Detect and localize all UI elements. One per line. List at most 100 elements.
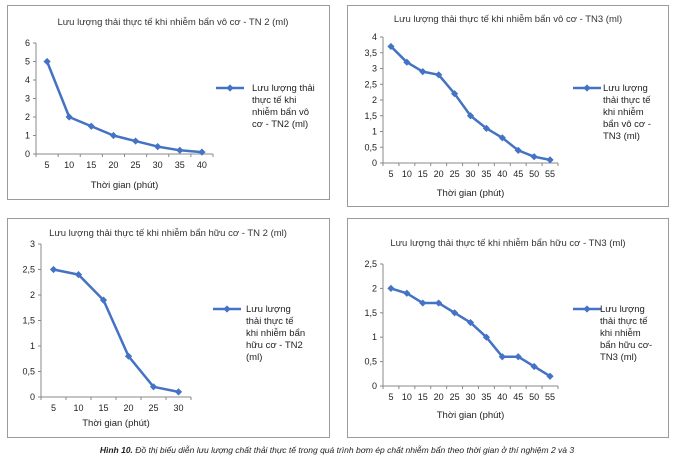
chart-title: Lưu lượng thải thực tế khi nhiễm bẩn vô … [58, 17, 289, 28]
x-tick-label: 40 [197, 160, 207, 170]
data-point [124, 352, 133, 360]
y-tick-label: 1 [30, 341, 35, 351]
chart-panel-inorganic-tn2: Lưu lượng thải thực tế khi nhiễm bẩn vô … [7, 5, 330, 200]
x-tick-label: 15 [98, 403, 108, 413]
x-tick-label: 40 [497, 169, 507, 179]
y-tick-label: 2 [25, 112, 30, 122]
x-tick-label: 15 [86, 160, 96, 170]
caption-label: Hình 10. [99, 445, 133, 455]
x-tick-label: 35 [481, 392, 491, 402]
data-point [65, 113, 73, 121]
x-tick-label: 30 [465, 169, 475, 179]
x-tick-label: 55 [545, 392, 555, 402]
data-point [546, 156, 554, 164]
legend-label: Lưu lượng thải thực tế khi nhiễm bẩn vô cơ … [603, 83, 651, 142]
chart-panel-organic-tn2: Lưu lượng thải thực tế khi nhiễm bẩn hữu… [7, 218, 330, 438]
chart-inorganic-tn3: Lưu lượng thải thực tế khi nhiễm bẩn vô … [364, 14, 651, 199]
x-tick-label: 25 [450, 392, 460, 402]
legend-marker [223, 305, 231, 313]
legend-label: Lưu lượng thải thực tế khi nhiễm bẩn hữu cơ… [246, 304, 305, 363]
data-point [109, 131, 118, 140]
x-tick-label: 25 [148, 403, 158, 413]
x-tick-label: 10 [73, 403, 83, 413]
y-tick-label: 1,5 [22, 316, 35, 326]
x-tick-label: 5 [388, 169, 393, 179]
y-tick-label: 2,5 [364, 259, 377, 269]
x-tick-label: 40 [497, 392, 507, 402]
data-point [498, 134, 506, 142]
legend-marker [583, 84, 591, 92]
x-tick-label: 5 [388, 392, 393, 402]
data-point [43, 57, 51, 66]
y-tick-label: 2,5 [364, 79, 377, 89]
chart-title: Lưu lượng thải thực tế khi nhiễm bẩn hữu… [49, 228, 287, 239]
y-tick-label: 2 [372, 95, 377, 105]
x-tick-label: 25 [131, 160, 141, 170]
series-line [390, 287, 551, 378]
legend-label: Lưu lượng thải thực tế khi nhiễm bẩn vô cơ … [252, 83, 315, 130]
x-tick-label: 20 [434, 392, 444, 402]
x-tick-label: 35 [175, 160, 185, 170]
y-tick-label: 0 [372, 158, 377, 168]
series-line [45, 61, 203, 154]
y-tick-label: 4 [372, 32, 377, 42]
y-tick-label: 0,5 [364, 357, 377, 367]
y-tick-label: 3 [30, 239, 35, 249]
chart-inorganic-tn2: Lưu lượng thải thực tế khi nhiễm bẩn vô … [25, 17, 315, 191]
x-tick-label: 5 [45, 160, 50, 170]
y-tick-label: 0 [372, 381, 377, 391]
chart-organic-tn3: Lưu lượng thải thực tế khi nhiễm bẩn hữu… [364, 238, 652, 421]
x-tick-label: 55 [545, 169, 555, 179]
x-tick-label: 10 [64, 160, 74, 170]
chart-panel-organic-tn3: Lưu lượng thải thực tế khi nhiễm bẩn hữu… [347, 218, 669, 438]
x-axis-label: Thời gian (phút) [82, 418, 149, 429]
y-tick-label: 1 [25, 131, 30, 141]
data-point [154, 143, 162, 151]
x-tick-label: 20 [434, 169, 444, 179]
x-tick-label: 10 [402, 169, 412, 179]
x-tick-label: 20 [123, 403, 133, 413]
caption-text: Đồ thị biểu diễn lưu lượng chất thải thự… [132, 445, 575, 455]
x-tick-label: 30 [173, 403, 183, 413]
chart-title: Lưu lượng thải thực tế khi nhiễm bẩn hữu… [390, 238, 625, 249]
y-tick-label: 4 [25, 75, 30, 85]
x-tick-label: 45 [513, 392, 523, 402]
x-axis-label: Thời gian (phút) [437, 410, 504, 421]
x-tick-label: 15 [418, 169, 428, 179]
data-point [174, 388, 183, 396]
series-line [53, 268, 179, 394]
x-tick-label: 50 [529, 392, 539, 402]
data-point [466, 318, 475, 327]
legend-label: Lưu lượng thải thực tế khi nhiễm bẩn hữu cơ… [600, 304, 652, 363]
y-tick-label: 1 [372, 127, 377, 137]
legend-marker [226, 84, 234, 92]
y-tick-label: 3 [372, 64, 377, 74]
data-point [131, 137, 140, 145]
x-tick-label: 50 [529, 169, 539, 179]
data-point [176, 146, 184, 154]
x-axis-label: Thời gian (phút) [437, 188, 504, 199]
chart-panel-inorganic-tn3: Lưu lượng thải thực tế khi nhiễm bẩn vô … [347, 5, 669, 207]
data-point [198, 148, 206, 156]
y-tick-label: 2 [30, 290, 35, 300]
x-tick-label: 30 [153, 160, 163, 170]
figure-caption: Hình 10. Đồ thị biểu diễn lưu lượng chất… [0, 445, 674, 455]
y-tick-label: 1 [372, 332, 377, 342]
x-tick-label: 35 [481, 169, 491, 179]
data-point [466, 112, 475, 120]
x-tick-label: 5 [51, 403, 56, 413]
y-tick-label: 2 [372, 283, 377, 293]
x-tick-label: 20 [108, 160, 118, 170]
y-tick-label: 0,5 [364, 142, 377, 152]
data-point [530, 153, 538, 161]
y-tick-label: 3,5 [364, 48, 377, 58]
chart-organic-tn2: Lưu lượng thải thực tế khi nhiễm bẩn hữu… [22, 228, 305, 429]
data-point [387, 284, 395, 292]
y-tick-label: 0 [25, 149, 30, 159]
x-tick-label: 30 [465, 392, 475, 402]
x-tick-label: 10 [402, 392, 412, 402]
y-tick-label: 3 [25, 94, 30, 104]
y-tick-label: 1,5 [364, 308, 377, 318]
y-tick-label: 6 [25, 38, 30, 48]
series-line [390, 45, 551, 162]
